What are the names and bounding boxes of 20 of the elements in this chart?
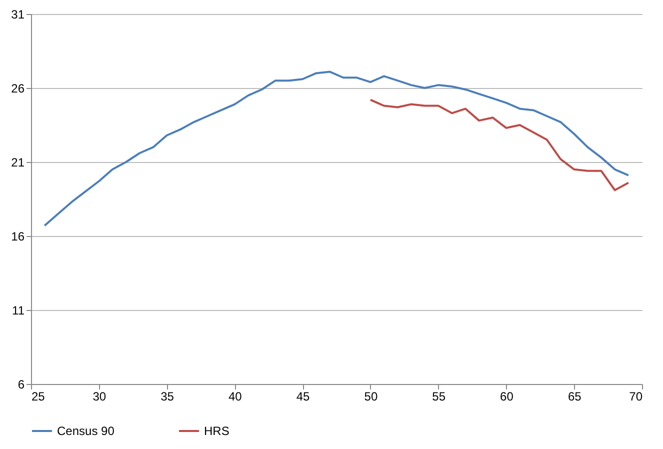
y-tick-label: 26 <box>11 82 25 96</box>
y-tick-label: 16 <box>11 230 25 244</box>
y-tick-label: 31 <box>11 8 25 22</box>
x-tick-label: 55 <box>432 390 446 404</box>
y-tick-label: 11 <box>12 304 25 318</box>
x-tick-label: 30 <box>92 390 106 404</box>
x-tick-label: 70 <box>629 390 643 404</box>
legend-label: HRS <box>204 424 230 438</box>
x-tick-label: 50 <box>364 390 378 404</box>
x-tick-label: 40 <box>228 390 242 404</box>
line-series <box>44 70 630 227</box>
x-tick-label: 65 <box>568 390 582 404</box>
x-tick-label: 60 <box>500 390 514 404</box>
y-tick-label: 21 <box>11 156 25 170</box>
y-tick-label: 6 <box>18 378 25 392</box>
x-tick-label: 25 <box>32 390 46 404</box>
line-series <box>369 98 630 192</box>
x-tick-label: 35 <box>160 390 174 404</box>
x-tick-label: 45 <box>296 390 310 404</box>
legend-label: Census 90 <box>57 424 115 438</box>
